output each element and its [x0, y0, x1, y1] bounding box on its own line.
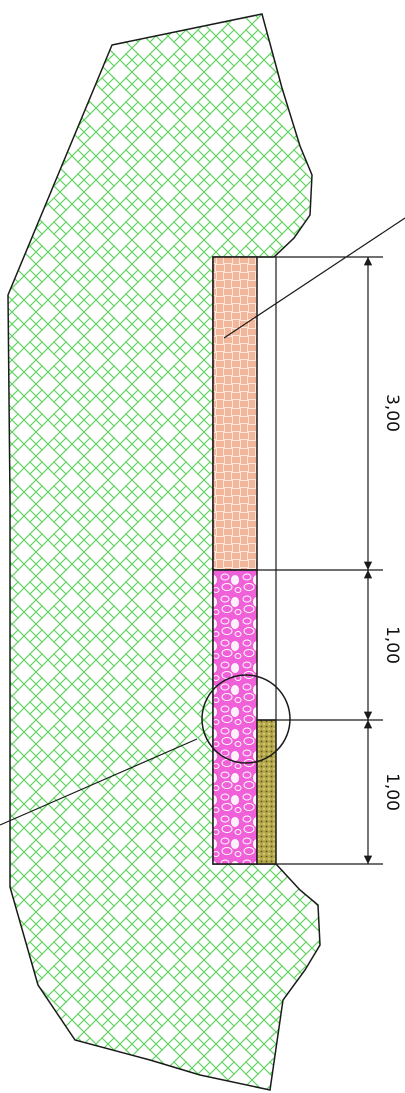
dimension-label-2: 1,00 [382, 626, 402, 664]
terrain-body [7, 13, 321, 1091]
dimension-label-3: 1,00 [382, 773, 402, 811]
leader-line-bottom [0, 738, 198, 826]
detail-callout-circle [201, 674, 291, 764]
dimension-label-1: 3,00 [382, 394, 402, 432]
dotted-layer [256, 719, 277, 865]
brick-layer [212, 256, 258, 571]
pebble-layer [212, 569, 258, 865]
leader-line-top [223, 217, 405, 339]
